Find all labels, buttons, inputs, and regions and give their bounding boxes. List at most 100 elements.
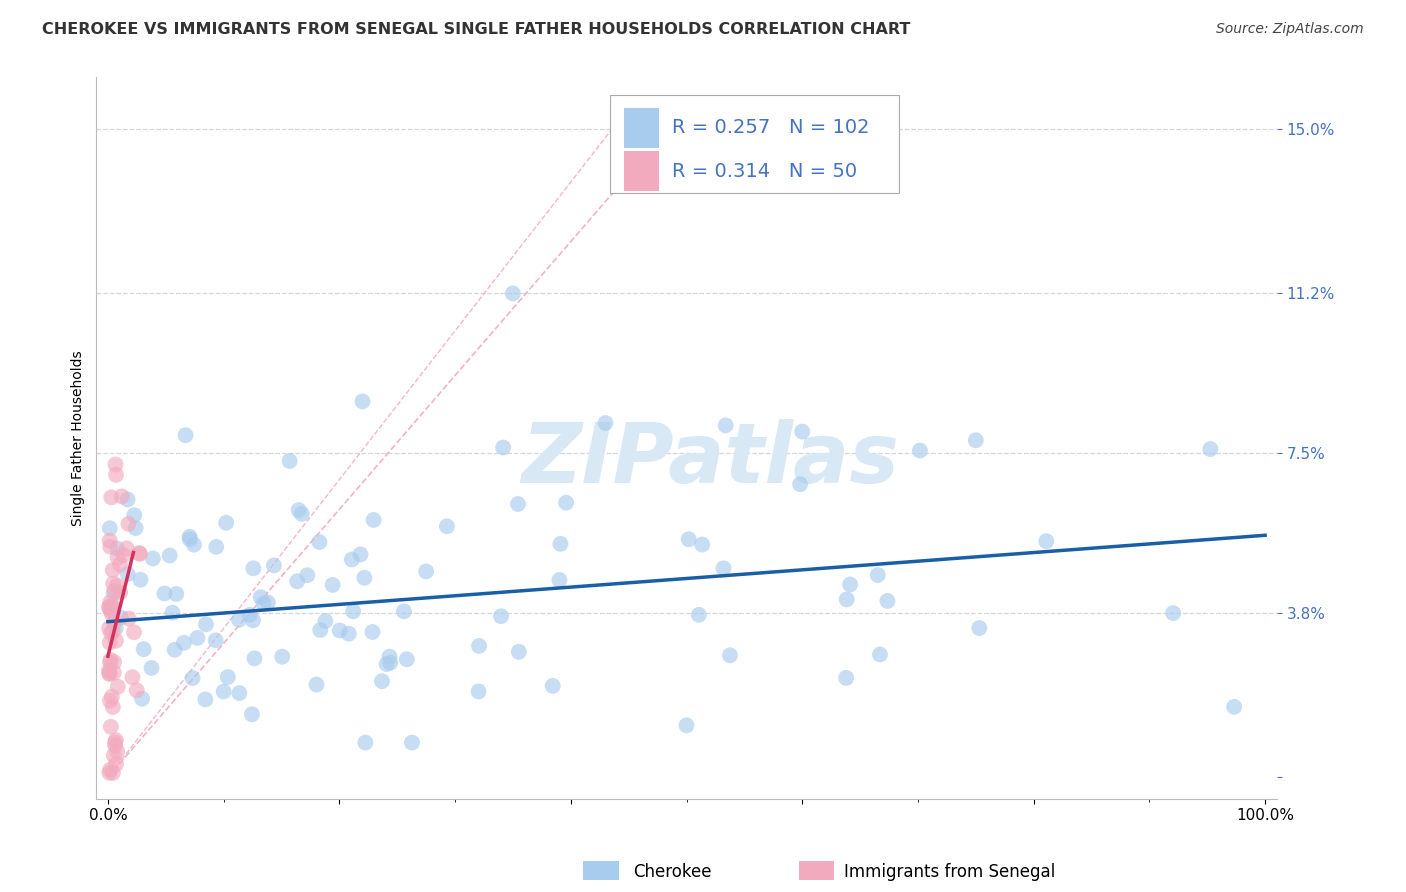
Point xyxy=(105,579,128,593)
Point xyxy=(105,757,128,772)
Point xyxy=(101,765,124,780)
Point xyxy=(98,600,121,615)
Point xyxy=(240,707,263,722)
Point xyxy=(714,418,737,433)
Text: R = 0.257   N = 102: R = 0.257 N = 102 xyxy=(672,119,870,137)
Point xyxy=(215,516,238,530)
Point xyxy=(110,610,132,624)
Point xyxy=(287,503,309,517)
Point xyxy=(194,692,217,706)
Point xyxy=(839,577,862,591)
Point xyxy=(100,607,122,621)
Point xyxy=(107,550,129,565)
Point xyxy=(101,624,124,639)
Point xyxy=(678,533,700,547)
Point xyxy=(291,507,314,521)
Point xyxy=(835,592,858,607)
Point xyxy=(361,624,384,639)
Point xyxy=(101,700,124,714)
Point xyxy=(395,652,418,666)
Point xyxy=(392,604,415,618)
Point xyxy=(718,648,741,663)
Point xyxy=(129,547,152,561)
Point xyxy=(101,599,124,614)
Point xyxy=(467,684,489,698)
Point xyxy=(165,587,187,601)
Point xyxy=(101,563,124,577)
Point xyxy=(194,617,217,632)
Point xyxy=(104,736,127,750)
Point xyxy=(100,626,122,640)
Point xyxy=(98,540,121,554)
Point xyxy=(100,653,122,667)
Point xyxy=(342,604,364,618)
Point xyxy=(353,571,375,585)
Point xyxy=(117,516,139,531)
Point xyxy=(98,665,121,680)
Point xyxy=(118,611,141,625)
Point xyxy=(688,607,710,622)
Point xyxy=(104,733,127,747)
Point xyxy=(104,458,127,472)
Point xyxy=(98,599,121,614)
FancyBboxPatch shape xyxy=(610,95,898,193)
Point xyxy=(690,537,713,551)
Point xyxy=(492,441,515,455)
Point xyxy=(278,454,301,468)
Point xyxy=(309,623,332,637)
Point xyxy=(352,394,374,409)
Point xyxy=(115,541,138,556)
Point xyxy=(121,670,143,684)
Point xyxy=(322,578,344,592)
Point xyxy=(162,606,184,620)
Point xyxy=(122,625,145,640)
Point xyxy=(550,537,572,551)
Point xyxy=(314,614,336,628)
Point xyxy=(129,573,152,587)
Point xyxy=(548,573,571,587)
Point xyxy=(159,549,181,563)
Point xyxy=(792,425,814,439)
Point xyxy=(186,631,208,645)
Point xyxy=(271,649,294,664)
Point xyxy=(308,535,330,549)
Point xyxy=(243,651,266,665)
Point xyxy=(105,467,128,482)
Point xyxy=(242,561,264,575)
Point xyxy=(103,655,125,669)
Point xyxy=(263,558,285,573)
Point xyxy=(153,586,176,600)
Point xyxy=(375,657,398,672)
Point xyxy=(436,519,458,533)
Point xyxy=(100,601,122,615)
Point xyxy=(876,594,898,608)
Bar xyxy=(624,108,659,148)
Text: Cherokee: Cherokee xyxy=(633,863,711,881)
Point xyxy=(675,718,697,732)
Point xyxy=(1035,534,1057,549)
Point xyxy=(132,642,155,657)
Point xyxy=(101,576,124,591)
Point xyxy=(228,613,250,627)
Point xyxy=(305,677,328,691)
Point xyxy=(124,508,146,523)
Point xyxy=(103,586,125,600)
Point xyxy=(98,635,121,649)
Point xyxy=(415,565,437,579)
Point xyxy=(124,521,146,535)
Point xyxy=(104,633,127,648)
Point xyxy=(204,633,226,648)
Point xyxy=(252,597,274,611)
Point xyxy=(179,533,201,547)
Point xyxy=(181,671,204,685)
Point xyxy=(108,558,131,572)
Point xyxy=(105,541,128,556)
Point xyxy=(107,680,129,694)
Text: CHEROKEE VS IMMIGRANTS FROM SENEGAL SINGLE FATHER HOUSEHOLDS CORRELATION CHART: CHEROKEE VS IMMIGRANTS FROM SENEGAL SING… xyxy=(42,22,911,37)
Point xyxy=(337,626,360,640)
Point xyxy=(98,763,121,777)
Point xyxy=(363,513,385,527)
Point xyxy=(969,621,991,635)
Point xyxy=(100,603,122,617)
Point xyxy=(163,642,186,657)
